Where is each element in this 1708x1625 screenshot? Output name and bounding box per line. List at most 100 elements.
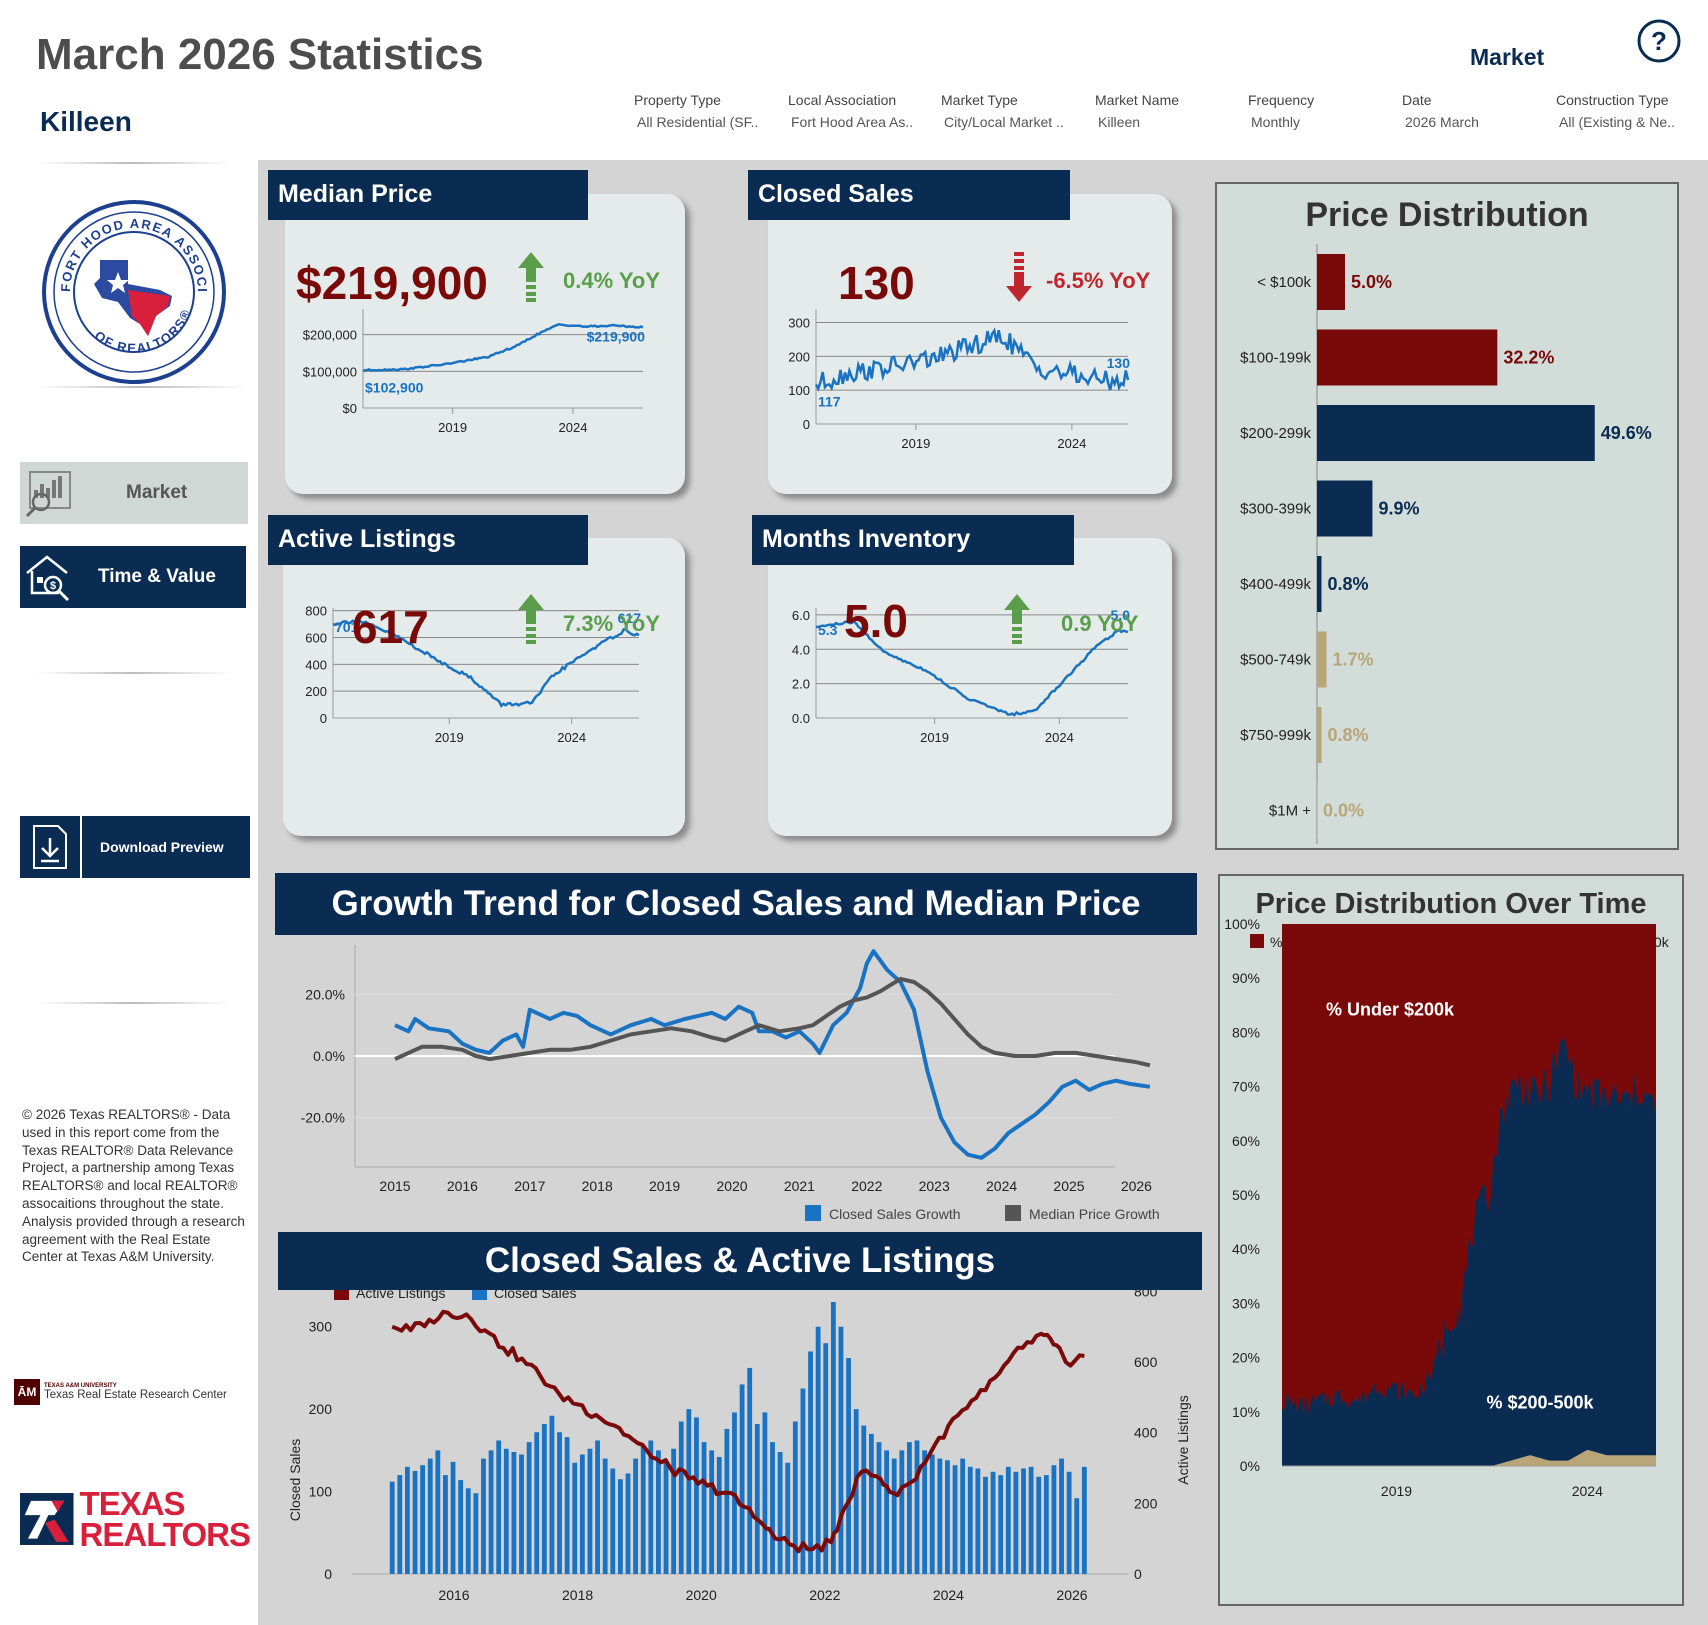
association-logo: FORT HOOD AREA ASSOCIATION OF REALTORS® [34,186,228,386]
median-price-growth-line [394,976,1151,1068]
filter-construction-type[interactable]: Construction Type All (Existing & Ne.. [1556,92,1675,130]
legend-label: Median Price Growth [1029,1206,1160,1222]
y-tick-label: 0.0 [792,711,810,726]
bar [853,1409,859,1574]
y-tick-label: 50% [1232,1187,1260,1203]
nav-time-value-button[interactable]: $ Time & Value [20,546,246,608]
data-label: 32.2% [1503,348,1554,368]
data-label: 9.9% [1378,499,1419,519]
filter-property-type[interactable]: Property Type All Residential (SF.. [634,92,759,130]
y-tick-label: 100% [1224,916,1260,932]
y-tick-label: 40% [1232,1241,1260,1257]
x-tick-label: 2020 [686,1587,717,1603]
bar [541,1423,547,1574]
trend-up-icon [518,252,544,302]
bar [1028,1466,1034,1574]
y-tick-label: 0 [320,711,327,726]
x-tick-label: 2024 [1057,436,1086,451]
y-tick-label: 10% [1232,1404,1260,1420]
bar [656,1450,661,1574]
closed-sales-card: 300 200 100 0 2019 2024 117 130 [768,194,1172,494]
bar [1051,1465,1057,1574]
filter-market-type[interactable]: Market Type City/Local Market .. [941,92,1064,130]
x-tick-label: 2026 [1121,1178,1152,1194]
help-icon[interactable]: ? [1636,18,1682,64]
end-value-label: 5.0 [1111,607,1131,623]
dist-over-time-title: Price Distribution Over Time [1255,888,1647,920]
bar [511,1452,517,1574]
filter-date[interactable]: Date 2026 March [1402,92,1479,130]
bar [907,1442,912,1574]
filter-local-association[interactable]: Local Association Fort Hood Area As.. [788,92,914,130]
bar [1021,1468,1026,1574]
bar [792,1421,798,1574]
bar [1317,329,1498,386]
y-tick-label: 0 [803,417,810,432]
texas-realtors-mark-icon [20,1493,74,1545]
filter-frequency[interactable]: Frequency Monthly [1248,92,1315,130]
bar [617,1479,623,1574]
bar [694,1417,699,1574]
bar [846,1358,851,1574]
category-label: $400-499k [1240,576,1311,593]
x-tick-label: 2019 [1381,1483,1412,1499]
legend-swatch [805,1205,821,1221]
x-tick-label: 2024 [1045,730,1074,745]
data-label: 1.7% [1333,650,1374,670]
trend-line [332,618,640,708]
bar [1005,1466,1011,1574]
y-tick-label: 70% [1232,1079,1260,1095]
bar [777,1452,783,1574]
legend-swatch [1005,1205,1021,1221]
months-inventory-yoy: 0.9 YoY [1061,611,1139,636]
bar [488,1450,494,1574]
y-tick-label: 200 [305,684,327,699]
trend-up-icon [1004,594,1030,644]
active-listings-title: Active Listings [268,515,588,565]
bar [838,1326,844,1574]
bar [899,1450,905,1574]
y-tick-label: 100 [788,383,810,398]
bar [998,1475,1004,1574]
start-value-label: 117 [818,393,841,409]
closed-sales-sparkline: 300 200 100 0 2019 2024 117 130 [788,309,1130,451]
closed-sales-title: Closed Sales [748,170,1070,220]
category-label: $100-199k [1240,350,1311,367]
y-tick-label: 20.0% [305,986,345,1002]
market-name: Killeen [40,106,132,137]
y-tick-label: 2.0 [792,677,810,692]
bar [1317,782,1318,839]
download-preview-button[interactable]: Download Preview [20,816,250,878]
active-listings-value: 617 [352,601,429,653]
bar [640,1446,646,1574]
category-label: < $100k [1257,274,1311,291]
y-tick-label: 90% [1232,970,1260,986]
y-left-tick-label: 200 [309,1401,333,1417]
nav-market-button[interactable]: Market [20,462,248,524]
bar [830,1302,836,1574]
x-tick-label: 2019 [920,730,949,745]
svg-text:$: $ [50,580,56,592]
bar [465,1488,471,1574]
bar [701,1442,707,1574]
bar [800,1388,806,1574]
data-label: 0.8% [1327,574,1368,594]
months-inventory-card: 6.0 4.0 2.0 0.0 2019 2024 5.3 5.0 [768,538,1172,836]
data-label: 49.6% [1601,423,1652,443]
y-tick-label: $100,000 [303,364,357,379]
filter-market-name[interactable]: Market Name Killeen [1095,92,1180,130]
growth-trend-title: Growth Trend for Closed Sales and Median… [275,873,1197,935]
bar [1059,1458,1064,1574]
y-tick-label: 300 [788,316,810,331]
bar [815,1326,821,1574]
closed-sales-value: 130 [838,257,915,309]
bar [1317,405,1595,461]
bar [716,1456,722,1574]
median-price-title: Median Price [268,170,588,220]
x-tick-label: 2015 [379,1178,410,1194]
x-tick-label: 2017 [514,1178,545,1194]
bar [549,1415,555,1574]
legend-swatch [334,1290,349,1300]
x-tick-label: 2023 [919,1178,950,1194]
